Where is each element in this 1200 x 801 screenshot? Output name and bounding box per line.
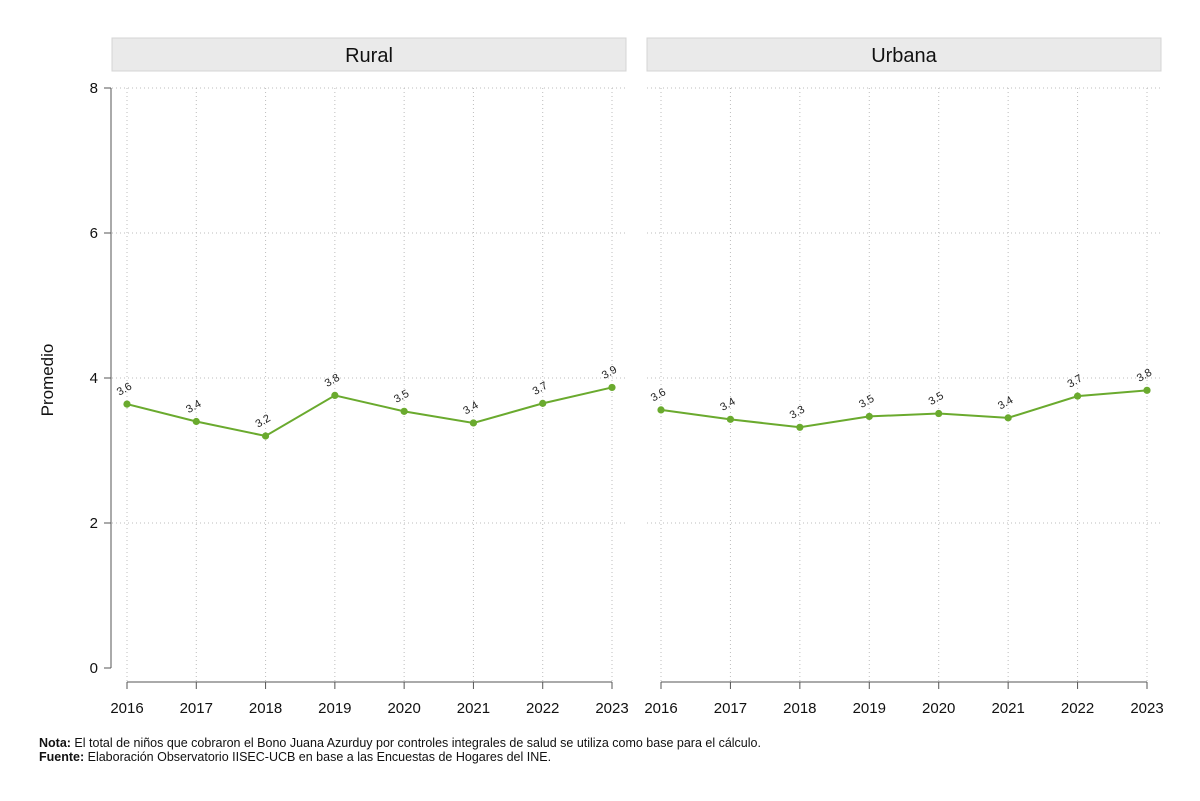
data-point-rural-2019 — [331, 391, 339, 399]
data-label-urbana-2018: 3.3 — [788, 404, 807, 422]
y-axis-title: Promedio — [38, 344, 57, 417]
x-tick-label-urbana-2019: 2019 — [853, 700, 886, 717]
note-text: El total de niños que cobraron el Bono J… — [70, 736, 761, 750]
data-point-rural-2016 — [123, 400, 131, 408]
data-point-urbana-2021 — [1004, 414, 1012, 422]
x-tick-label-urbana-2020: 2020 — [922, 700, 955, 717]
data-point-rural-2022 — [539, 399, 547, 407]
data-point-urbana-2018 — [796, 423, 804, 431]
data-label-urbana-2020: 3.5 — [927, 390, 946, 408]
data-point-rural-2017 — [192, 417, 200, 426]
note-label: Nota: — [39, 736, 71, 750]
x-tick-label-rural-2017: 2017 — [180, 700, 213, 717]
series-line-rural — [126, 386, 613, 438]
data-point-urbana-2019 — [865, 412, 873, 421]
x-tick-label-urbana-2016: 2016 — [644, 700, 677, 717]
data-label-rural-2022: 3.7 — [531, 380, 550, 398]
panel-strip-rural — [111, 37, 627, 72]
data-point-rural-2021 — [469, 419, 478, 427]
data-point-urbana-2017 — [726, 415, 735, 423]
x-tick-label-urbana-2018: 2018 — [783, 700, 816, 717]
data-label-urbana-2022: 3.7 — [1065, 373, 1084, 391]
data-label-rural-2023: 3.9 — [600, 364, 619, 382]
panel-strip-urbana — [646, 37, 1162, 72]
x-tick-label-rural-2016: 2016 — [110, 700, 143, 717]
x-tick-label-rural-2019: 2019 — [318, 700, 351, 717]
x-tick-label-rural-2020: 2020 — [387, 700, 420, 717]
data-label-rural-2019: 3.8 — [323, 372, 342, 390]
data-label-urbana-2017: 3.4 — [718, 396, 737, 414]
y-tick-label-0: 0 — [90, 660, 98, 677]
data-point-urbana-2016 — [657, 406, 665, 414]
data-point-urbana-2023 — [1143, 386, 1151, 394]
y-tick-label-4: 4 — [90, 370, 98, 387]
faceted-line-chart: 0 2 4 6 8 Promedio Rural 2016 2017 2018 2019 2020 20… — [38, 37, 1164, 717]
data-point-rural-2023 — [608, 383, 616, 392]
data-label-urbana-2021: 3.4 — [996, 394, 1015, 412]
series-line-urbana — [660, 389, 1148, 429]
chart-notes: Nota: El total de niños que cobraron el … — [39, 736, 761, 764]
data-label-urbana-2019: 3.5 — [857, 393, 876, 411]
x-tick-label-urbana-2017: 2017 — [714, 700, 747, 717]
source-text: Elaboración Observatorio IISEC-UCB en ba… — [84, 750, 552, 764]
x-tick-label-rural-2023: 2023 — [595, 700, 628, 717]
data-label-rural-2016: 3.6 — [115, 380, 134, 398]
source-line: Fuente: Elaboración Observatorio IISEC-U… — [39, 750, 761, 764]
x-tick-label-urbana-2022: 2022 — [1061, 700, 1094, 717]
panel-title-rural: Rural — [345, 45, 393, 67]
data-label-rural-2017: 3.4 — [184, 398, 203, 416]
x-tick-label-rural-2022: 2022 — [526, 700, 559, 717]
data-point-urbana-2022 — [1073, 392, 1082, 400]
y-tick-label-2: 2 — [90, 515, 98, 532]
source-label: Fuente: — [39, 750, 85, 764]
x-tick-label-urbana-2021: 2021 — [991, 700, 1024, 717]
x-tick-label-rural-2021: 2021 — [457, 700, 490, 717]
panel-title-urbana: Urbana — [871, 45, 937, 67]
data-label-urbana-2023: 3.8 — [1135, 367, 1154, 385]
y-tick-label-8: 8 — [90, 80, 98, 97]
data-point-rural-2018 — [261, 432, 270, 440]
data-label-urbana-2016: 3.6 — [649, 386, 668, 404]
note-line: Nota: El total de niños que cobraron el … — [39, 736, 761, 750]
x-tick-label-urbana-2023: 2023 — [1130, 700, 1163, 717]
data-label-rural-2020: 3.5 — [392, 388, 411, 406]
data-label-rural-2018: 3.2 — [253, 412, 272, 430]
data-point-urbana-2020 — [935, 409, 943, 418]
data-point-rural-2020 — [400, 407, 408, 415]
x-tick-label-rural-2018: 2018 — [249, 700, 282, 717]
y-tick-label-6: 6 — [90, 225, 98, 242]
data-label-rural-2021: 3.4 — [461, 399, 480, 417]
